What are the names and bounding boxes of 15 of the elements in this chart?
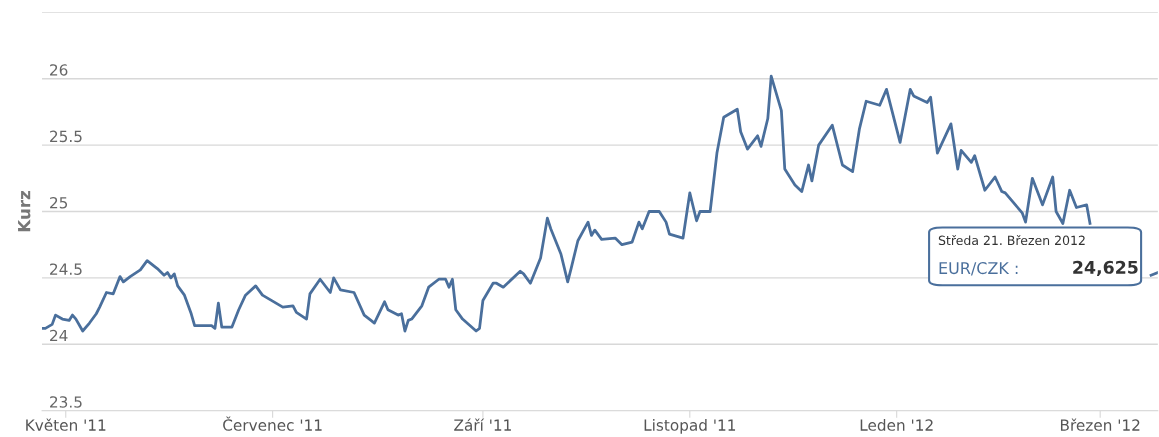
y-tick-label: 23.5 bbox=[50, 396, 82, 408]
y-tick-label: 25.5 bbox=[50, 130, 82, 143]
x-tick-label: Květen '11 bbox=[26, 418, 106, 431]
y-tick-label: 26 bbox=[50, 64, 68, 76]
x-tick-label: Březen '12 bbox=[1060, 418, 1140, 431]
annotation: Středa 21. Březen 2012 bbox=[938, 234, 1085, 246]
x-tick-label: Leden '12 bbox=[860, 419, 933, 431]
text: EUR/CZK : 24,625 bbox=[939, 260, 1138, 277]
y-axis-title: Kurz bbox=[18, 191, 31, 232]
x-tick-label: Září '11 bbox=[454, 418, 511, 431]
x-tick-label: Listopad '11 bbox=[644, 419, 736, 434]
y-tick-label: 24 bbox=[50, 329, 68, 342]
x-tick-label: Červenec '11 bbox=[223, 416, 322, 431]
y-tick-label: 25 bbox=[50, 196, 68, 209]
y-tick-label: 24.5 bbox=[50, 263, 82, 275]
